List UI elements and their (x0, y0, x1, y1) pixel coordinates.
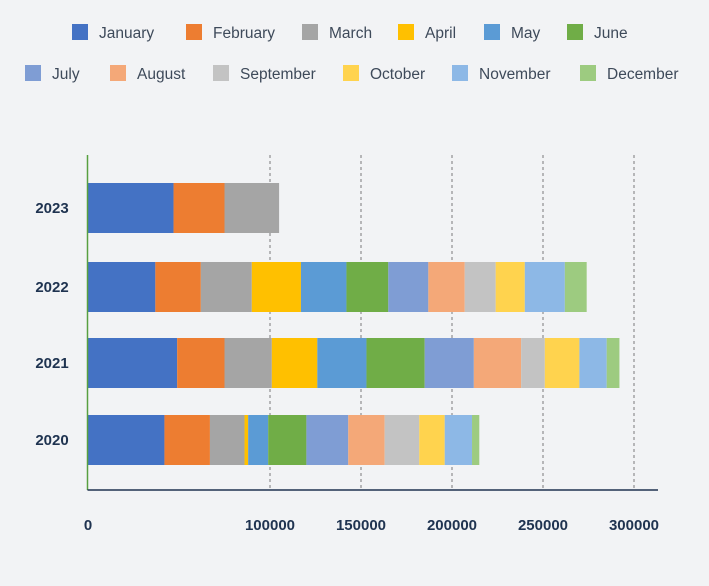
bar-2020-december (472, 415, 480, 465)
bar-2021-november (579, 338, 607, 388)
bar-2021-december (606, 338, 620, 388)
bar-2022-august (428, 262, 465, 312)
legend-label: April (425, 25, 456, 42)
bar-2021-june (366, 338, 425, 388)
bar-2021-april (271, 338, 318, 388)
bar-2020-march (209, 415, 245, 465)
legend-item-june: June (567, 24, 628, 42)
axes (86, 155, 658, 491)
legend-label: February (213, 25, 275, 42)
legend-label: March (329, 25, 372, 42)
bar-2020-may (248, 415, 269, 465)
bar-2022-september (464, 262, 496, 312)
legend-item-august: August (110, 65, 186, 83)
bar-2022-june (346, 262, 389, 312)
bar-group-2020 (88, 415, 480, 465)
bar-2021-august (473, 338, 522, 388)
y-category-labels: 2020 2021 2022 2023 (35, 200, 68, 449)
bar-2022-january (88, 262, 156, 312)
bar-group-2022 (88, 262, 587, 312)
bar-2022-october (495, 262, 525, 312)
bar-2022-february (155, 262, 201, 312)
legend-item-may: May (484, 24, 541, 42)
legend-label: September (240, 66, 316, 83)
legend-label: August (137, 66, 186, 83)
bar-2022-april (251, 262, 301, 312)
bar-2020-january (88, 415, 165, 465)
legend-label: October (370, 66, 425, 83)
legend-swatch (110, 65, 126, 81)
legend-label: November (479, 66, 551, 83)
legend-label: January (99, 25, 154, 42)
legend-item-december: December (580, 65, 679, 83)
x-tick-label: 200000 (427, 517, 477, 534)
bar-2023-march (224, 183, 280, 233)
bar-2020-july (306, 415, 349, 465)
bar-group-2023 (88, 183, 280, 233)
bar-2023-january (88, 183, 174, 233)
legend-label: July (52, 66, 80, 83)
legend-item-september: September (213, 65, 316, 83)
legend-swatch (25, 65, 41, 81)
x-tick-labels: 0 100000 150000 200000 250000 300000 (84, 517, 659, 534)
bar-2020-november (444, 415, 473, 465)
legend-label: June (594, 25, 628, 42)
legend-swatch (72, 24, 88, 40)
legend-swatch (343, 65, 359, 81)
legend-swatch (186, 24, 202, 40)
x-tick-label: 0 (84, 517, 92, 534)
bar-2021-july (424, 338, 474, 388)
bar-2020-february (164, 415, 210, 465)
bar-2021-february (177, 338, 225, 388)
legend-swatch (398, 24, 414, 40)
legend-swatch (567, 24, 583, 40)
legend-swatch (302, 24, 318, 40)
legend-swatch (484, 24, 500, 40)
legend-swatch (452, 65, 468, 81)
y-category-label-2020: 2020 (35, 432, 68, 449)
x-tick-label: 150000 (336, 517, 386, 534)
legend-item-february: February (186, 24, 275, 42)
bar-2020-june (268, 415, 307, 465)
bar-2022-december (564, 262, 587, 312)
legend-label: December (607, 66, 679, 83)
bar-2021-march (224, 338, 272, 388)
legend-item-march: March (302, 24, 372, 42)
legend-swatch (213, 65, 229, 81)
legend-label: May (511, 25, 541, 42)
y-category-label-2023: 2023 (35, 200, 68, 217)
legend: January February March April May June July Augu… (25, 24, 679, 83)
bar-group-2021 (88, 338, 620, 388)
bar-2023-february (173, 183, 225, 233)
legend-item-april: April (398, 24, 456, 42)
bar-2022-may (300, 262, 347, 312)
y-category-label-2022: 2022 (35, 279, 68, 296)
bar-2020-october (419, 415, 445, 465)
x-tick-label: 250000 (518, 517, 568, 534)
legend-item-january: January (72, 24, 154, 42)
legend-item-july: July (25, 65, 80, 83)
bar-2021-september (521, 338, 545, 388)
bar-2022-july (388, 262, 429, 312)
y-category-label-2021: 2021 (35, 355, 68, 372)
bar-2021-may (317, 338, 367, 388)
legend-item-october: October (343, 65, 425, 83)
x-tick-label: 100000 (245, 517, 295, 534)
legend-item-november: November (452, 65, 551, 83)
bar-2020-september (384, 415, 420, 465)
bar-2020-april (244, 415, 249, 465)
bar-2022-march (200, 262, 252, 312)
bars (88, 183, 620, 465)
legend-swatch (580, 65, 596, 81)
bar-2021-january (88, 338, 178, 388)
bar-2022-november (524, 262, 565, 312)
x-tick-label: 300000 (609, 517, 659, 534)
bar-2020-august (348, 415, 385, 465)
bar-2021-october (544, 338, 580, 388)
